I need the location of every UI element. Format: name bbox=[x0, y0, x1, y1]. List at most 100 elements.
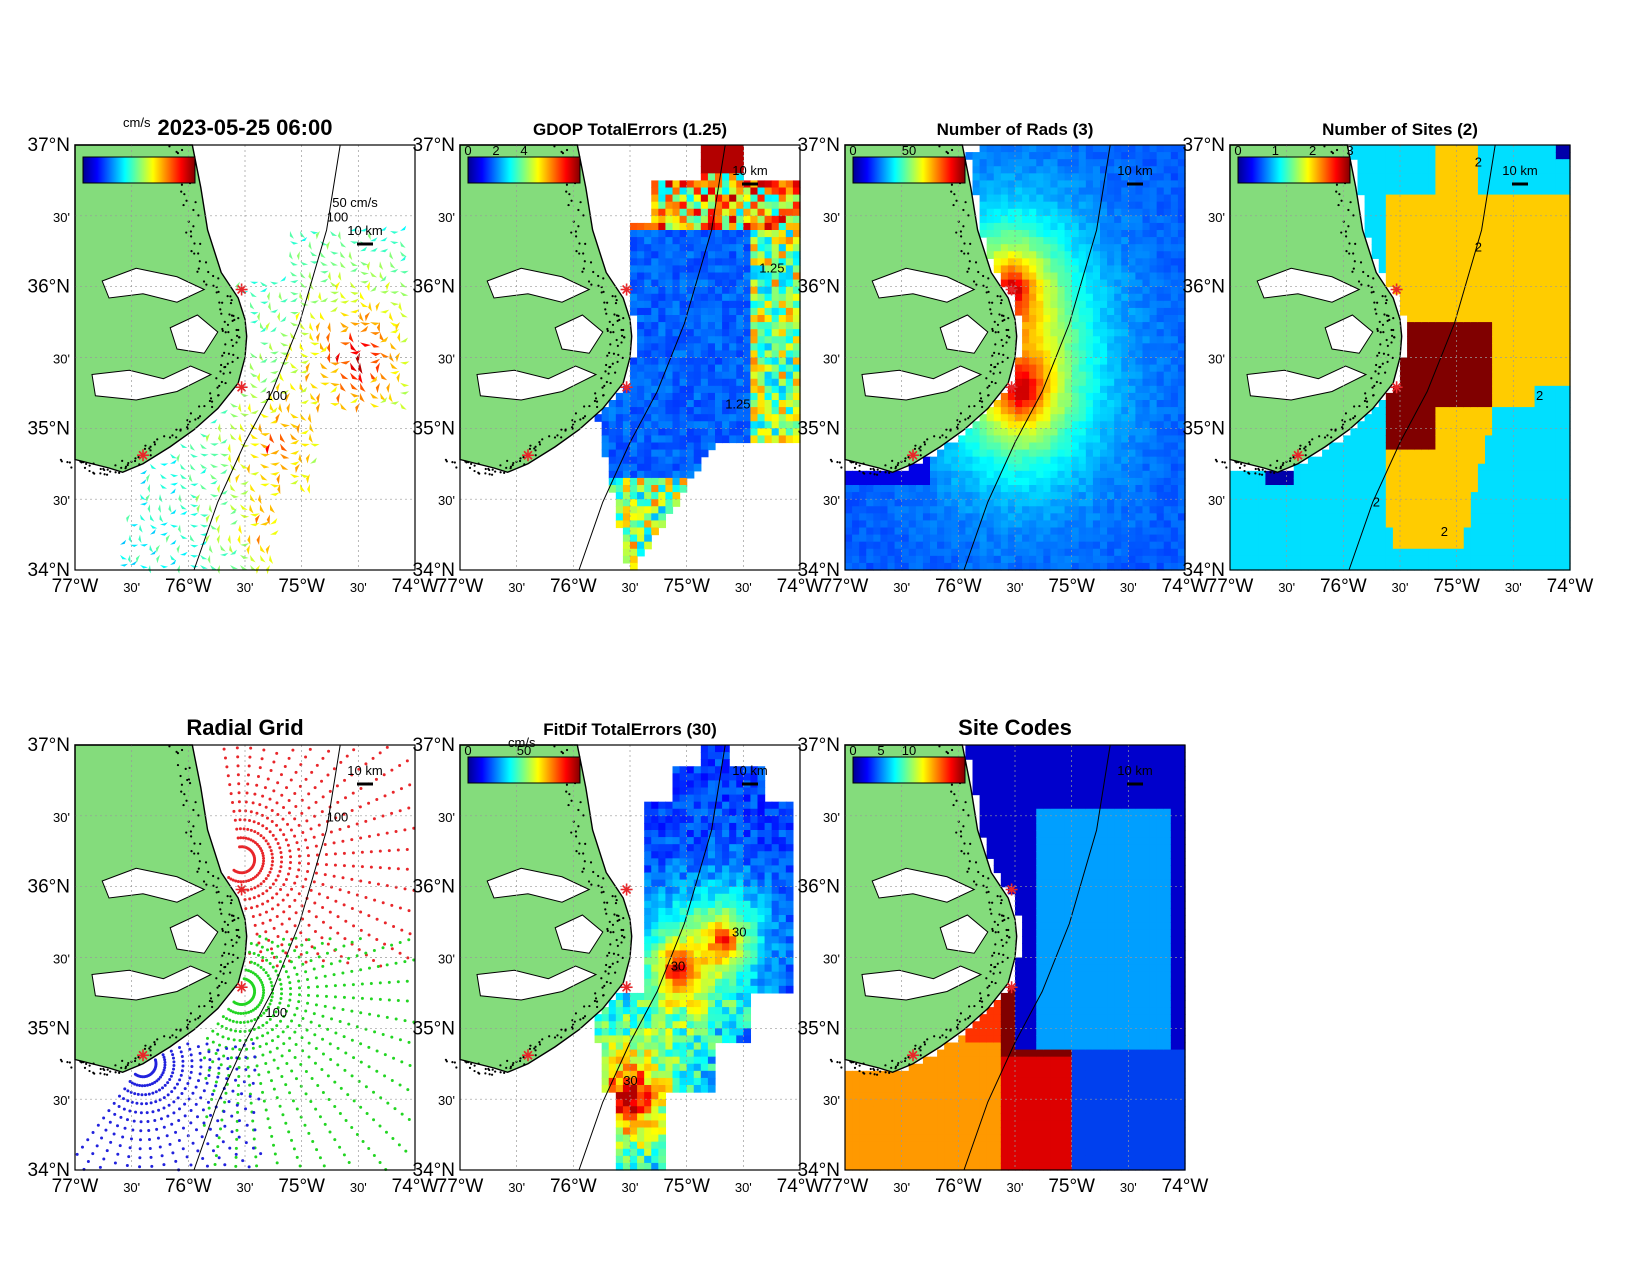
grid-cell bbox=[1142, 555, 1151, 564]
grid-cell bbox=[1043, 392, 1052, 401]
current-vector bbox=[280, 463, 289, 470]
grid-cell bbox=[651, 279, 659, 288]
current-vector bbox=[330, 298, 339, 303]
grid-cell bbox=[1057, 159, 1066, 167]
grid-cell bbox=[1078, 555, 1087, 564]
coast-dot bbox=[193, 242, 196, 245]
grid-cell bbox=[1057, 428, 1066, 437]
grid-cell bbox=[1071, 251, 1080, 259]
grid-cell bbox=[1057, 350, 1066, 359]
grid-cell bbox=[722, 364, 730, 373]
grid-cell bbox=[1279, 541, 1288, 550]
grid-cell bbox=[1237, 562, 1245, 571]
grid-cell bbox=[630, 237, 638, 245]
grid-cell bbox=[736, 315, 744, 323]
grid-cell bbox=[736, 279, 744, 288]
grid-cell bbox=[1414, 300, 1422, 309]
grid-cell bbox=[693, 407, 702, 415]
grid-cell bbox=[1407, 244, 1415, 252]
grid-cell bbox=[1385, 492, 1394, 500]
grid-cell bbox=[630, 300, 638, 309]
grid-cell bbox=[1022, 534, 1030, 543]
grid-cell bbox=[637, 244, 645, 252]
grid-cell bbox=[922, 548, 931, 557]
grid-cell bbox=[1350, 562, 1359, 571]
grid-cell bbox=[630, 499, 638, 507]
grid-cell bbox=[1177, 492, 1186, 500]
current-vector bbox=[240, 423, 245, 432]
grid-cell bbox=[1428, 364, 1437, 373]
grid-cell bbox=[1064, 159, 1073, 167]
grid-cell bbox=[1163, 215, 1172, 224]
grid-cell bbox=[1121, 293, 1129, 302]
current-vector bbox=[190, 443, 196, 451]
grid-cell bbox=[1371, 520, 1380, 529]
grid-cell bbox=[1156, 364, 1165, 373]
grid-cell bbox=[1043, 442, 1052, 451]
grid-cell bbox=[1170, 350, 1179, 359]
current-vector bbox=[260, 413, 269, 418]
coast-dot bbox=[210, 400, 214, 403]
grid-cell bbox=[785, 293, 794, 302]
grid-cell bbox=[1085, 173, 1094, 182]
grid-cell bbox=[1237, 477, 1245, 486]
grid-cell bbox=[665, 180, 674, 189]
grid-cell bbox=[722, 180, 730, 189]
grid-cell bbox=[1357, 477, 1366, 486]
grid-cell bbox=[707, 428, 716, 437]
current-vector bbox=[260, 554, 266, 563]
grid-cell bbox=[1407, 470, 1415, 479]
grid-cell bbox=[986, 428, 995, 437]
grid-cell bbox=[1036, 492, 1044, 500]
current-vector bbox=[400, 251, 407, 257]
grid-cell bbox=[601, 414, 610, 422]
grid-cell bbox=[1022, 449, 1030, 458]
grid-cell bbox=[792, 414, 801, 422]
grid-cell bbox=[1149, 265, 1158, 274]
grid-cell bbox=[1135, 421, 1144, 429]
grid-cell bbox=[930, 548, 938, 557]
grid-cell bbox=[1128, 272, 1137, 281]
grid-cell bbox=[1244, 520, 1252, 529]
grid-cell bbox=[615, 477, 624, 486]
coast-dot bbox=[567, 203, 570, 207]
grid-cell bbox=[944, 470, 952, 479]
grid-cell bbox=[972, 435, 981, 444]
grid-cell bbox=[715, 215, 723, 224]
grid-cell bbox=[1036, 251, 1044, 259]
grid-cell bbox=[778, 251, 787, 259]
coast-dot bbox=[1007, 317, 1010, 320]
grid-cell bbox=[852, 562, 860, 571]
grid-cell bbox=[608, 463, 617, 472]
grid-cell bbox=[1121, 286, 1129, 295]
grid-cell bbox=[778, 364, 787, 373]
grid-cell bbox=[1007, 485, 1016, 493]
grid-cell bbox=[880, 477, 889, 486]
grid-cell bbox=[1407, 456, 1415, 465]
grid-cell bbox=[1085, 145, 1094, 153]
grid-cell bbox=[1407, 336, 1415, 344]
grid-cell bbox=[1100, 315, 1108, 323]
grid-cell bbox=[1407, 534, 1415, 543]
grid-cell bbox=[722, 222, 730, 231]
coast-dot bbox=[985, 377, 988, 380]
site-marker-stroke bbox=[523, 450, 533, 460]
current-vector bbox=[278, 291, 283, 301]
grid-cell bbox=[630, 364, 638, 373]
grid-cell bbox=[1177, 378, 1186, 387]
grid-cell bbox=[1142, 506, 1151, 514]
grid-cell bbox=[651, 194, 659, 203]
grid-cell bbox=[1156, 442, 1165, 451]
grid-cell bbox=[1350, 520, 1359, 529]
grid-cell bbox=[1142, 180, 1151, 189]
grid-cell bbox=[743, 357, 752, 366]
current-vector bbox=[340, 251, 346, 259]
grid-cell bbox=[743, 385, 752, 394]
grid-cell bbox=[1414, 449, 1422, 458]
grid-cell bbox=[1029, 230, 1037, 238]
grid-cell bbox=[1114, 407, 1122, 415]
grid-cell bbox=[1085, 230, 1094, 238]
grid-cell bbox=[672, 371, 681, 380]
grid-cell bbox=[1078, 336, 1087, 344]
grid-cell bbox=[1036, 222, 1044, 231]
